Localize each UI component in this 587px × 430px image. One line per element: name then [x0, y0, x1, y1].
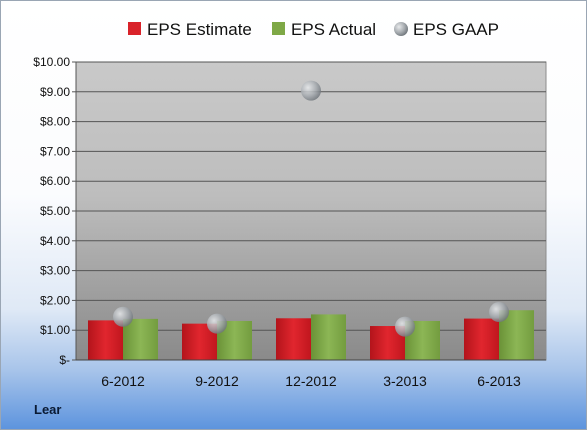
y-tick-label: $4.00	[40, 234, 70, 248]
marker-eps-gaap-9-2012	[207, 313, 227, 334]
y-tick-label: $5.00	[40, 204, 70, 218]
chart-legend: EPS Estimate EPS Actual EPS GAAP	[128, 20, 499, 39]
y-tick-label: $6.00	[40, 174, 70, 188]
x-tick-label: 12-2012	[285, 373, 337, 389]
y-tick-label: $8.00	[40, 115, 70, 129]
legend-label-eps-estimate: EPS Estimate	[147, 20, 252, 39]
y-tick-label: $-	[59, 353, 70, 367]
x-tick-label: 6-2013	[477, 373, 521, 389]
marker-eps-gaap-3-2013	[395, 316, 415, 337]
legend-swatch-eps-actual	[272, 22, 285, 35]
legend-label-eps-gaap: EPS GAAP	[413, 20, 499, 39]
bar-eps-estimate-12-2012	[276, 318, 311, 360]
x-tick-label: 9-2012	[195, 373, 239, 389]
company-label: Lear	[34, 402, 62, 417]
marker-eps-gaap-12-2012	[301, 80, 321, 101]
marker-eps-gaap-6-2012	[113, 306, 133, 327]
bar-eps-actual-12-2012	[311, 314, 346, 360]
y-tick-label: $1.00	[40, 323, 70, 337]
y-tick-label: $2.00	[40, 293, 70, 307]
marker-eps-gaap-6-2013	[489, 302, 509, 323]
x-tick-label: 6-2012	[101, 373, 145, 389]
y-tick-label: $9.00	[40, 85, 70, 99]
x-tick-label: 3-2013	[383, 373, 427, 389]
legend-label-eps-actual: EPS Actual	[291, 20, 376, 39]
x-axis: 6-2012 9-2012 12-2012 3-2013 6-2013	[76, 359, 546, 389]
y-axis: $- $1.00 $2.00 $3.00 $4.00 $5.00 $6.00 $7.00 $8.…	[33, 55, 77, 367]
legend-swatch-eps-gaap	[394, 22, 408, 36]
bar-eps-estimate-6-2013	[464, 318, 499, 360]
y-tick-label: $10.00	[33, 55, 70, 69]
y-tick-label: $3.00	[40, 264, 70, 278]
y-tick-label: $7.00	[40, 144, 70, 158]
legend-swatch-eps-estimate	[128, 22, 141, 35]
bar-eps-estimate-6-2012	[88, 320, 123, 360]
gaap-markers	[113, 80, 509, 337]
bar-eps-actual-6-2012	[123, 318, 158, 360]
